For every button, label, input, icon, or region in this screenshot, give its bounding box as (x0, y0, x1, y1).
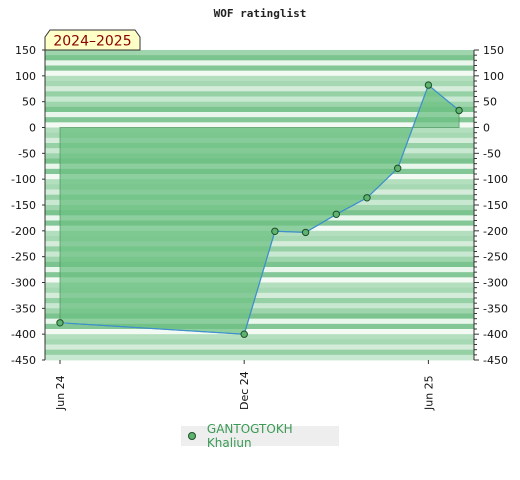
y-tick-label-right: -50 (483, 147, 501, 160)
background-band (45, 101, 474, 108)
background-band (45, 349, 474, 356)
y-tick-label-right: -100 (483, 173, 508, 186)
background-band (45, 81, 474, 87)
background-band (45, 298, 474, 304)
y-tick-label-left: -300 (11, 277, 36, 290)
background-band (45, 50, 474, 56)
y-tick-label-right: -450 (483, 354, 508, 367)
data-point (332, 210, 340, 219)
y-tick-label-left: 150 (15, 44, 36, 57)
background-band (45, 65, 474, 72)
data-point (363, 194, 371, 202)
background-band (45, 55, 474, 61)
chart-title: WOF ratinglist (214, 7, 307, 20)
data-point (271, 227, 279, 236)
background-band (45, 70, 474, 77)
background-band (45, 112, 474, 118)
y-tick-label-left: -150 (11, 199, 36, 212)
background-band (45, 313, 474, 320)
data-point (240, 330, 248, 338)
x-tick-label: Jun 25 (422, 375, 435, 411)
y-tick-label-right: 150 (483, 44, 504, 57)
background-band (45, 122, 474, 128)
data-point (301, 228, 310, 237)
y-tick-label-left: -200 (11, 225, 36, 238)
background-band (45, 354, 474, 361)
y-tick-label-right: 100 (483, 70, 504, 83)
data-points (56, 81, 463, 338)
season-badge-label: 2024–2025 (53, 34, 131, 50)
series-area (60, 85, 460, 335)
y-tick-label-left: 100 (15, 70, 36, 83)
y-axis-left: 150 100 50 0 -50 -100 -150 -200 -250 -300 -350 -400… (11, 44, 46, 367)
y-tick-label-right: 0 (483, 122, 490, 135)
data-point (56, 319, 64, 327)
background-band (45, 96, 474, 103)
background-band (45, 117, 474, 123)
x-tick-label: Dec 24 (238, 371, 251, 410)
legend-label: GANTOGTOKH Khaliun (206, 422, 293, 450)
y-tick-label-right: -350 (483, 302, 508, 315)
y-axis-right: 150 100 50 0 -50 -100 -150 -200 -250 -300 -350 -400… (473, 44, 508, 367)
y-tick-label-left: 50 (22, 96, 36, 109)
background-band (45, 287, 474, 294)
background-band (45, 303, 474, 309)
y-tick-label-right: -400 (483, 328, 508, 341)
background-band (45, 106, 474, 113)
background-band (45, 91, 474, 97)
y-tick-label-right: -250 (483, 251, 508, 264)
legend-marker-icon (188, 432, 196, 440)
y-tick-label-left: -350 (11, 302, 36, 315)
background-band (45, 75, 474, 82)
legend[interactable]: GANTOGTOKH Khaliun (181, 422, 339, 450)
background-band (45, 308, 474, 314)
background-band (45, 86, 474, 92)
background-band (45, 334, 474, 340)
background-band (45, 318, 474, 325)
x-tick-label: Jun 24 (54, 375, 67, 411)
y-tick-label-left: -400 (11, 328, 36, 341)
y-tick-label-left: -450 (11, 354, 36, 367)
background-band (45, 292, 474, 299)
y-tick-label-right: 50 (483, 96, 497, 109)
y-tick-label-right: -200 (483, 225, 508, 238)
x-axis: Jun 24 Dec 24 Jun 25 (54, 360, 435, 411)
background-band (45, 329, 474, 335)
y-tick-label-left: 0 (29, 122, 36, 135)
background-band (45, 339, 474, 345)
background-band (45, 60, 474, 66)
y-tick-label-left: -250 (11, 251, 36, 264)
background-band (45, 282, 474, 289)
y-tick-label-right: -150 (483, 199, 508, 212)
background-band (45, 344, 474, 351)
y-tick-label-left: -100 (11, 173, 36, 186)
background-band (45, 323, 474, 330)
y-tick-label-left: -50 (18, 147, 36, 160)
data-point (394, 164, 402, 173)
season-badge: 2024–2025 (44, 29, 141, 51)
data-point (455, 106, 463, 115)
y-tick-label-right: -300 (483, 277, 508, 290)
data-point (424, 81, 433, 89)
